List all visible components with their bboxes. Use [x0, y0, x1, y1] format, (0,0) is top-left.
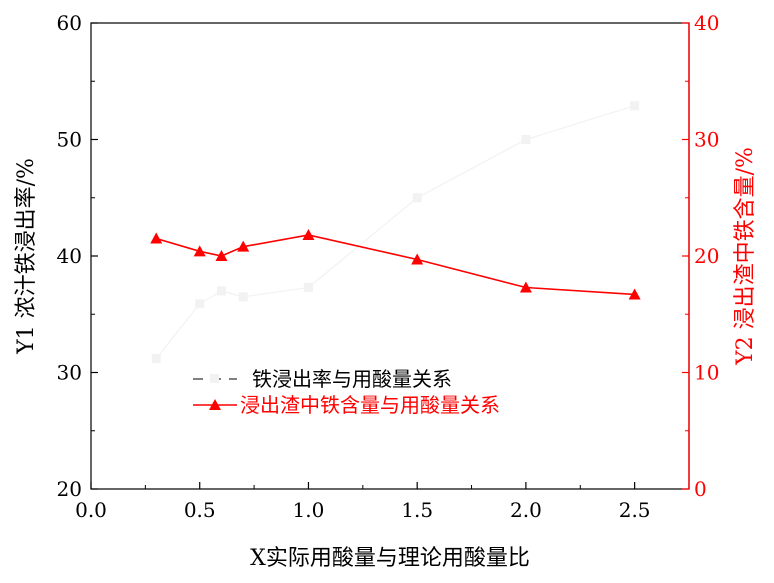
- series-2-point: [237, 240, 250, 252]
- y1-axis-title: Y1 浓汁铁浸出率/%: [14, 158, 39, 355]
- x-axis-ticks: 0.0 0.5 1.0 1.5 2.0 2.5: [75, 482, 651, 522]
- y2-tick-label: 20: [694, 244, 719, 268]
- series-2-point: [193, 245, 206, 257]
- axes: [90, 22, 690, 490]
- y2-tick-label: 0: [694, 477, 707, 501]
- y1-tick-label: 60: [57, 11, 82, 35]
- y1-tick-label: 50: [57, 128, 82, 152]
- series-1-point: [238, 292, 248, 302]
- y1-axis-ticks: 20 30 40 50 60: [57, 11, 98, 501]
- y2-axis-title: Y2 浸出渣中铁含量/%: [733, 147, 758, 366]
- legend-marker-series-1: [210, 374, 219, 383]
- legend: 铁浸出率与用酸量关系 浸出渣中铁含量与用酸量关系: [193, 367, 500, 417]
- x-tick-label: 2.5: [619, 498, 651, 522]
- plot-frame: [90, 22, 690, 490]
- legend-entry-series-1: 铁浸出率与用酸量关系: [193, 367, 452, 391]
- series-1-point: [195, 299, 205, 309]
- y1-tick-label: 20: [57, 477, 82, 501]
- x-axis-title: X实际用酸量与理论用酸量比: [250, 546, 530, 571]
- legend-entry-series-2: 浸出渣中铁含量与用酸量关系: [193, 393, 500, 417]
- legend-marker-series-2: [209, 399, 221, 410]
- plot-area: [150, 101, 641, 364]
- series-2-point: [302, 229, 315, 241]
- series-2-point: [519, 281, 532, 293]
- series-1: [151, 101, 640, 364]
- series-1-point: [630, 101, 640, 111]
- x-tick-label: 2.0: [510, 498, 542, 522]
- legend-label-series-1: 铁浸出率与用酸量关系: [252, 367, 452, 391]
- series-2-point: [628, 288, 641, 300]
- y1-tick-label: 40: [57, 244, 82, 268]
- x-tick-label: 0.5: [184, 498, 216, 522]
- series-2-line: [155, 234, 635, 296]
- y2-tick-label: 10: [694, 361, 719, 385]
- y2-tick-label: 40: [694, 11, 719, 35]
- y1-tick-label: 30: [57, 361, 82, 385]
- x-tick-label: 1.0: [293, 498, 325, 522]
- series-1-point: [151, 354, 161, 364]
- series-2-point: [150, 232, 163, 244]
- series-2: [150, 229, 641, 300]
- series-2-point: [215, 250, 228, 261]
- y2-axis-ticks: 0 10 20 30 40: [682, 11, 719, 501]
- series-1-line: [155, 105, 635, 359]
- series-1-point: [521, 135, 531, 144]
- legend-label-series-2: 浸出渣中铁含量与用酸量关系: [240, 393, 500, 417]
- series-1-point: [412, 193, 422, 203]
- series-1-point: [216, 286, 226, 296]
- x-tick-label: 0.0: [75, 498, 107, 522]
- series-1-point: [303, 282, 313, 292]
- y2-tick-label: 30: [694, 128, 719, 152]
- x-tick-label: 1.5: [401, 498, 433, 522]
- series-2-point: [411, 253, 424, 265]
